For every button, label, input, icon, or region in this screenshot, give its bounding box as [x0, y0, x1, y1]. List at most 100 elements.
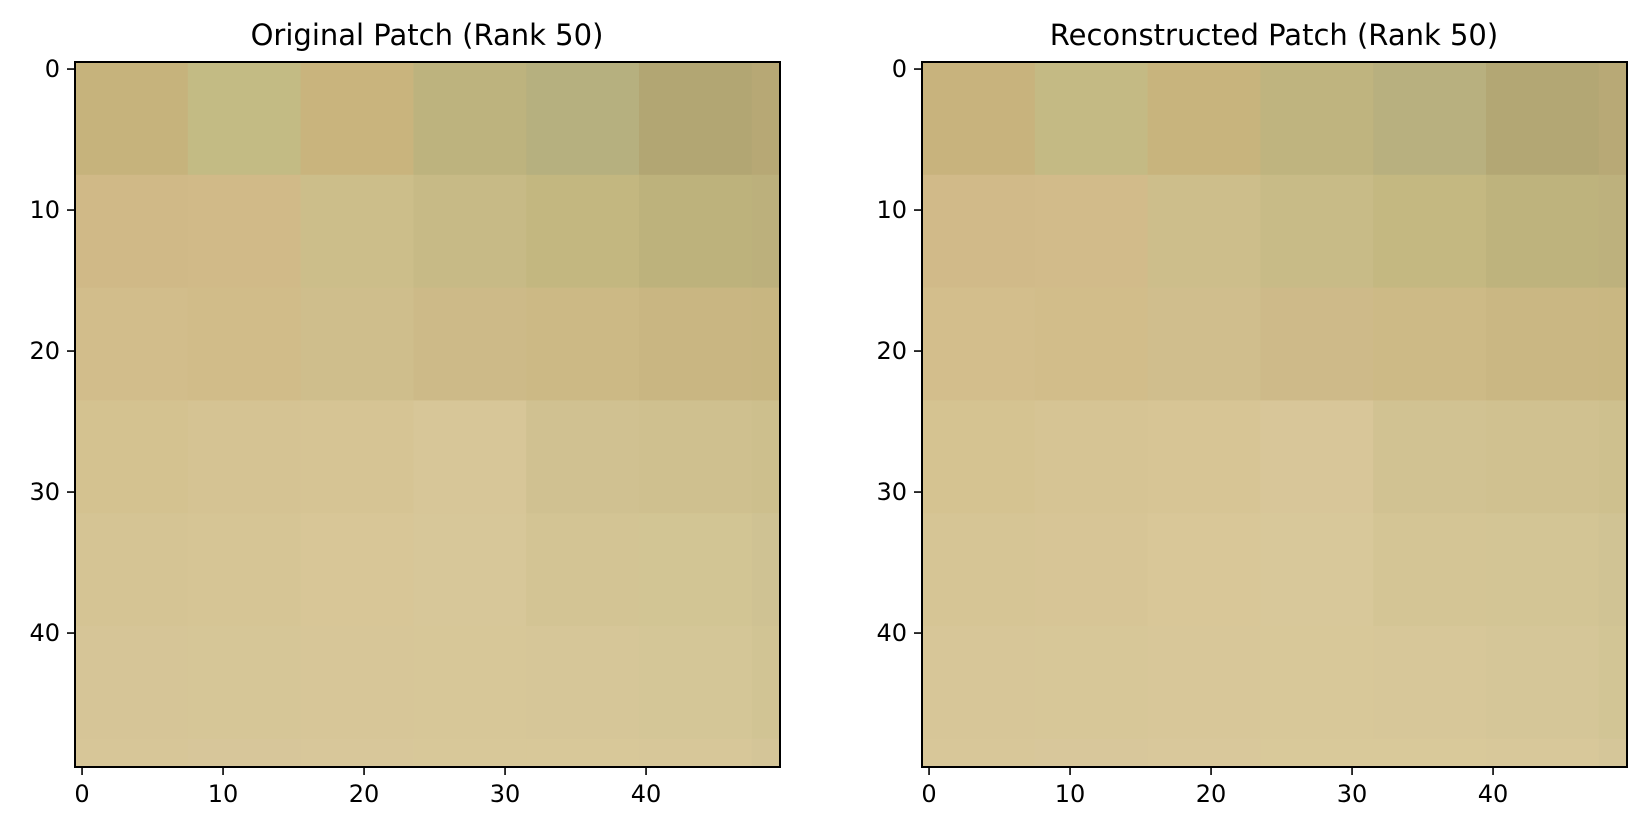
axes-frame — [921, 61, 1628, 768]
heatmap-cell — [75, 626, 189, 740]
heatmap-cell — [1373, 287, 1487, 401]
heatmap-cell — [1373, 738, 1487, 768]
heatmap-cell — [639, 738, 753, 768]
heatmap-cell — [1486, 62, 1600, 176]
x-tick-label: 0 — [921, 780, 936, 808]
x-tick-label: 10 — [208, 780, 239, 808]
y-tick-label: 0 — [45, 55, 60, 83]
heatmap-cell — [526, 626, 640, 740]
y-tick-label: 10 — [29, 196, 60, 224]
heatmap-cell — [1034, 626, 1149, 740]
heatmap-cell — [1373, 174, 1487, 289]
heatmap-image — [922, 62, 1628, 768]
heatmap-cell — [639, 626, 753, 740]
heatmap-cell — [1260, 400, 1374, 514]
heatmap-cell — [1034, 400, 1149, 514]
heatmap-cell — [1598, 174, 1628, 289]
heatmap-cell — [922, 400, 1036, 514]
heatmap-cell — [1598, 62, 1628, 176]
heatmap-cell — [639, 513, 753, 627]
axes-frame — [74, 61, 781, 768]
heatmap-cell — [1373, 62, 1487, 176]
x-tick-label: 20 — [1196, 780, 1227, 808]
heatmap-cell — [413, 287, 527, 401]
heatmap-cell — [187, 513, 302, 627]
heatmap-cell — [1034, 62, 1149, 176]
y-tick-label: 40 — [29, 619, 60, 647]
heatmap-cell — [300, 174, 414, 289]
heatmap-cell — [300, 626, 414, 740]
heatmap-cell — [639, 174, 753, 289]
y-tick-label: 30 — [29, 478, 60, 506]
heatmap-cell — [187, 174, 302, 289]
heatmap-cell — [187, 287, 302, 401]
heatmap-cell — [751, 174, 781, 289]
heatmap-cell — [413, 400, 527, 514]
heatmap-cell — [639, 62, 753, 176]
heatmap-cell — [751, 626, 781, 740]
heatmap-cell — [187, 400, 302, 514]
heatmap-cell — [413, 62, 527, 176]
heatmap-cell — [1598, 400, 1628, 514]
heatmap-cell — [187, 626, 302, 740]
heatmap-cell — [1034, 287, 1149, 401]
x-tick-label: 30 — [1337, 780, 1368, 808]
heatmap-cell — [1147, 513, 1261, 627]
heatmap-cell — [1260, 513, 1374, 627]
chart-panel-2: 0 10 20 30 40 0 10 20 30 40 Reconstructed Patch (R… — [876, 18, 1628, 808]
heatmap-cell — [413, 738, 527, 768]
heatmap-cell — [526, 62, 640, 176]
heatmap-cell — [187, 62, 302, 176]
heatmap-cell — [300, 287, 414, 401]
heatmap-cell — [1147, 738, 1261, 768]
heatmap-cell — [922, 738, 1036, 768]
x-tick-label: 40 — [631, 780, 662, 808]
heatmap-cell — [526, 174, 640, 289]
heatmap-cell — [751, 62, 781, 176]
heatmap-cell — [1034, 174, 1149, 289]
heatmap-cell — [1486, 626, 1600, 740]
heatmap-cell — [1486, 513, 1600, 627]
heatmap-cell — [300, 62, 414, 176]
heatmap-cell — [1260, 287, 1374, 401]
heatmap-cell — [1486, 400, 1600, 514]
heatmap-cell — [526, 738, 640, 768]
x-tick-label: 40 — [1478, 780, 1509, 808]
heatmap-cell — [639, 400, 753, 514]
heatmap-cell — [922, 513, 1036, 627]
heatmap-cell — [1598, 626, 1628, 740]
heatmap-cell — [1034, 513, 1149, 627]
heatmap-cell — [300, 738, 414, 768]
heatmap-cell — [1373, 626, 1487, 740]
heatmap-cell — [526, 287, 640, 401]
heatmap-cell — [526, 513, 640, 627]
heatmap-cell — [1598, 287, 1628, 401]
heatmap-cell — [1373, 513, 1487, 627]
heatmap-cell — [1147, 626, 1261, 740]
heatmap-cell — [922, 62, 1036, 176]
y-tick-label: 20 — [876, 337, 907, 365]
heatmap-cell — [1147, 174, 1261, 289]
heatmap-cell — [922, 287, 1036, 401]
heatmap-cell — [639, 287, 753, 401]
heatmap-cell — [75, 287, 189, 401]
y-tick-label: 30 — [876, 478, 907, 506]
heatmap-cell — [75, 738, 189, 768]
heatmap-cell — [413, 513, 527, 627]
heatmap-cell — [1147, 287, 1261, 401]
heatmap-cell — [300, 400, 414, 514]
heatmap-image — [75, 62, 781, 768]
heatmap-cell — [1598, 513, 1628, 627]
heatmap-cell — [1486, 738, 1600, 768]
x-tick-label: 20 — [349, 780, 380, 808]
heatmap-cell — [75, 174, 189, 289]
heatmap-cell — [1147, 400, 1261, 514]
chart-title: Reconstructed Patch (Rank 50) — [1050, 18, 1498, 52]
heatmap-cell — [1147, 62, 1261, 176]
y-tick-label: 10 — [876, 196, 907, 224]
heatmap-cell — [187, 738, 302, 768]
heatmap-cell — [1034, 738, 1149, 768]
heatmap-cell — [1260, 174, 1374, 289]
heatmap-cell — [1373, 400, 1487, 514]
heatmap-cell — [1598, 738, 1628, 768]
